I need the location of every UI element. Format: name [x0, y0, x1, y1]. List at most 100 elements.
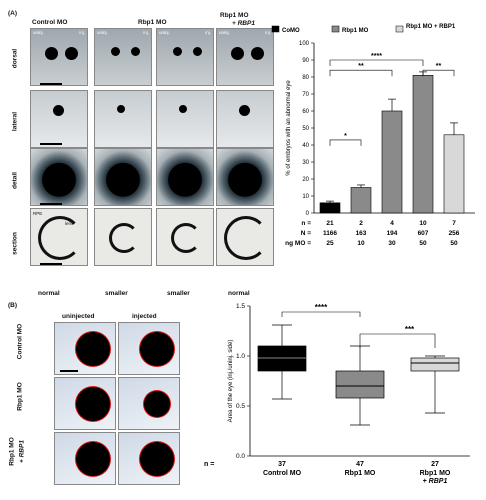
eye-outlined — [76, 332, 110, 366]
box — [335, 370, 385, 399]
row-label-lateral: lateral — [11, 111, 19, 132]
legend-label-rescue: Rbp1 MO + RBP1 — [406, 24, 456, 30]
eye-dot — [173, 47, 182, 56]
micrograph-r3-c2 — [156, 208, 214, 266]
n-value: 27 — [431, 461, 439, 468]
col-header-rescue-sub: + RBP1 — [232, 20, 255, 27]
y-tick-label: 70 — [302, 92, 309, 98]
col-header-rbp1: Rbp1 MO — [138, 19, 167, 26]
uninj-label: uninj. — [159, 30, 170, 35]
bar — [381, 110, 403, 214]
legend-swatch — [395, 25, 404, 33]
panel-b-label: (B) — [8, 302, 18, 309]
micrograph-r0-c0: uninj. inj. — [30, 28, 88, 86]
eye-outlined — [76, 442, 110, 476]
label-smaller-1: smaller — [105, 290, 128, 297]
significance-bracket — [329, 59, 424, 66]
ng-value: 25 — [326, 240, 334, 247]
significance-label: * — [344, 133, 347, 140]
micrograph-r3-c1 — [94, 208, 152, 266]
uninj-label: uninj. — [219, 30, 230, 35]
b-row-label-rescue: Rbp1 MO — [8, 437, 16, 466]
b-row-label-control: Control MO — [16, 323, 24, 360]
micrograph-r3-c0: RPE lens — [30, 208, 88, 266]
legend-swatch — [271, 25, 280, 33]
lens-label: lens — [65, 221, 74, 226]
category-label: Control MO — [263, 470, 302, 477]
significance-bracket — [329, 69, 393, 77]
category-label: Rbp1 MO — [345, 470, 376, 477]
micrograph-r2-c2 — [156, 148, 214, 206]
scale-bar — [40, 203, 62, 205]
eye-dot — [251, 47, 264, 60]
significance-bracket — [359, 333, 436, 348]
micrograph-r2-c0 — [30, 148, 88, 206]
micrograph-r0-c3: uninj. inj. — [216, 28, 274, 86]
micrograph-r2-c3 — [216, 148, 274, 206]
eye-dot — [193, 47, 202, 56]
eye-outlined — [140, 442, 174, 476]
ng-value: 50 — [419, 240, 427, 247]
eye-dot — [131, 47, 140, 56]
b-micrograph-r0-c1 — [118, 322, 180, 375]
significance-bracket — [422, 69, 455, 77]
col-header-uninjected: uninjected — [62, 313, 95, 320]
micrograph-r3-c3 — [216, 208, 274, 266]
y-tick-label: 40 — [302, 143, 309, 149]
y-tick-label: 60 — [302, 109, 309, 115]
eye-dot — [239, 105, 250, 116]
box-plot: 0.0 0.5 1.0 1.5 Area of the eye (inj./uninj.… — [204, 303, 470, 485]
row-label-dorsal: dorsal — [11, 48, 19, 69]
eye-outlined — [144, 391, 170, 417]
retina-section-arc — [224, 216, 268, 260]
inj-label: inj. — [79, 30, 85, 35]
y-tick-label: 0.5 — [236, 403, 245, 410]
inj-label: inj. — [265, 30, 271, 35]
bar — [319, 202, 341, 214]
legend-label-rbp1: Rbp1 MO — [342, 28, 369, 34]
significance-label: ** — [358, 63, 364, 70]
row-label-detail: detail — [11, 172, 19, 189]
rpe-label: RPE — [33, 211, 43, 216]
micrograph-r1-c3 — [216, 90, 274, 148]
micrograph-r2-c1 — [94, 148, 152, 206]
inj-label: inj. — [205, 30, 211, 35]
significance-label: **** — [371, 53, 382, 60]
b-micrograph-r2-c1 — [118, 432, 180, 485]
y-tick-label: 0 — [306, 211, 310, 217]
scale-bar — [60, 370, 78, 372]
significance-bracket — [281, 311, 361, 317]
row-label: ng MO = — [285, 240, 311, 247]
micrograph-r1-c2 — [156, 90, 214, 148]
y-tick-label: 50 — [302, 126, 309, 132]
inj-label: inj. — [143, 30, 149, 35]
y-axis-label: Area of the eye (inj./uninj. side) — [228, 340, 234, 423]
N-value: 194 — [387, 230, 398, 237]
eye-dot — [45, 47, 58, 60]
y-axis-label: % of embryos with an abnormal eye — [286, 80, 292, 176]
n-label: n = — [204, 461, 214, 468]
N-value: 1166 — [323, 230, 337, 237]
eye-dot — [111, 47, 120, 56]
row-label: n = — [301, 220, 311, 227]
label-normal-1: normal — [38, 290, 60, 297]
micrograph-r1-c1 — [94, 90, 152, 148]
uninj-label: uninj. — [97, 30, 108, 35]
label-normal-2: normal — [228, 290, 250, 297]
retina-section-arc — [171, 223, 201, 253]
y-tick-label: 0.0 — [236, 453, 245, 460]
eye-dot — [231, 47, 244, 60]
label-smaller-2: smaller — [167, 290, 190, 297]
N-value: 607 — [418, 230, 429, 237]
ng-value: 30 — [388, 240, 396, 247]
box — [257, 345, 307, 372]
y-tick-label: 100 — [299, 41, 310, 47]
significance-bracket — [329, 139, 362, 146]
y-tick-label: 10 — [302, 194, 309, 200]
ng-value: 10 — [357, 240, 365, 247]
scale-bar — [40, 83, 62, 85]
y-tick-label: 1.0 — [236, 353, 245, 360]
bar — [443, 134, 465, 214]
N-value: 163 — [356, 230, 367, 237]
y-tick-label: 1.5 — [236, 303, 245, 310]
